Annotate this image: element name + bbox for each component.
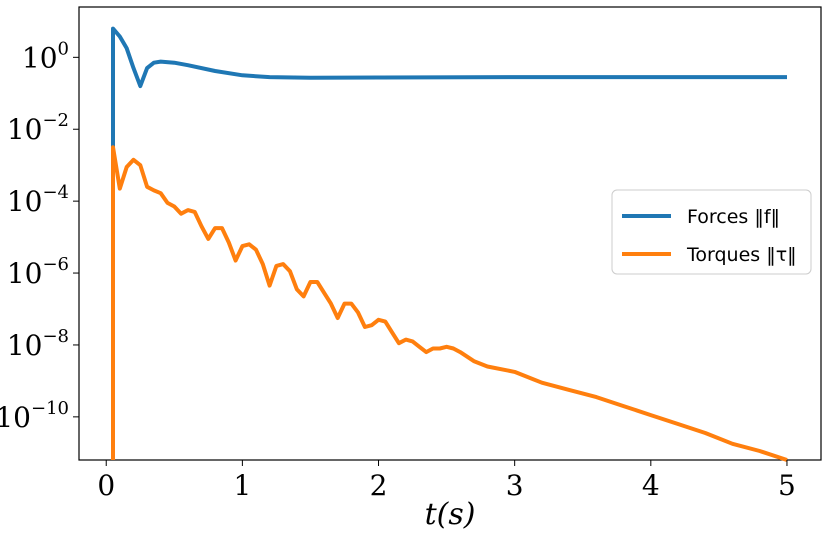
series-line-torques xyxy=(111,145,788,462)
y-tick-label: 10−4 xyxy=(7,182,69,218)
series-line-forces xyxy=(111,26,787,460)
y-axis-ticks: 100 10−2 10−4 10−6 10−8 10−10 xyxy=(0,38,79,434)
x-tick-label: 0 xyxy=(97,469,115,502)
legend-label-forces: Forces ‖f‖ xyxy=(687,206,780,228)
y-tick-label: 10−6 xyxy=(7,254,69,290)
x-axis-label: t(s) xyxy=(425,497,476,532)
series-layer xyxy=(111,26,788,462)
y-tick-label: 100 xyxy=(22,38,69,74)
x-tick-label: 2 xyxy=(370,469,388,502)
legend: Forces ‖f‖ Torques ‖τ‖ xyxy=(611,189,812,275)
y-tick-label: 10−2 xyxy=(7,110,69,146)
y-tick-label: 10−8 xyxy=(7,326,69,362)
x-tick-label: 1 xyxy=(233,469,251,502)
legend-label-torques: Torques ‖τ‖ xyxy=(686,244,797,266)
x-tick-label: 5 xyxy=(778,469,796,502)
x-tick-label: 3 xyxy=(506,469,524,502)
y-tick-label: 10−10 xyxy=(0,398,69,434)
x-axis-ticks: 0 1 2 3 4 5 xyxy=(97,460,796,502)
x-tick-label: 4 xyxy=(642,469,660,502)
